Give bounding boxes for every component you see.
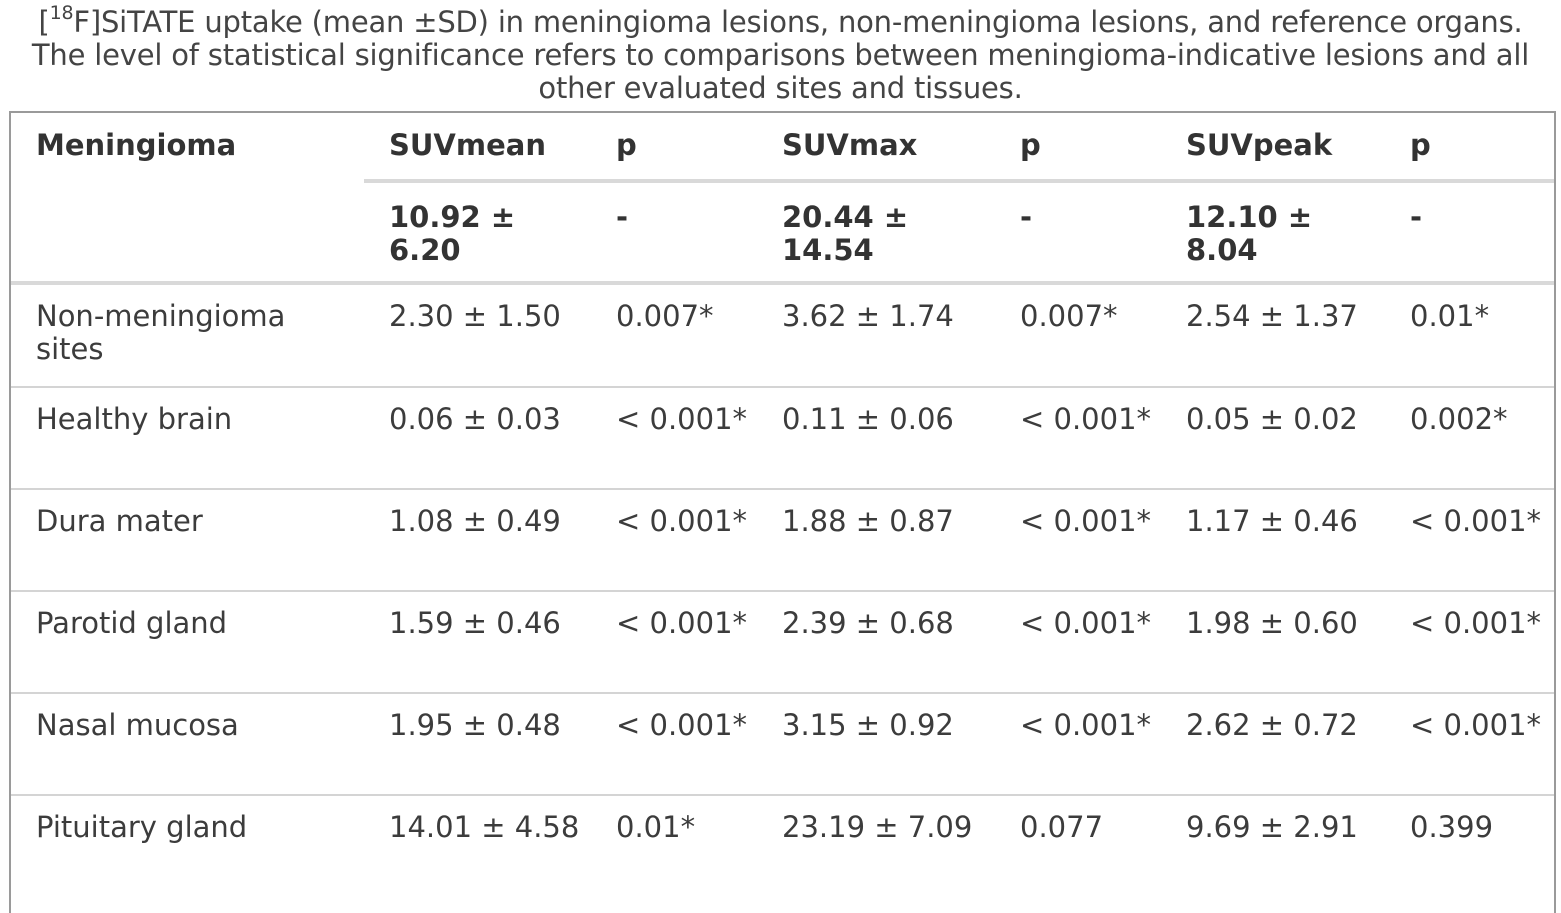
- table-row: Nasal mucosa 1.95 ± 0.48 < 0.001* 3.15 ±…: [11, 692, 1554, 795]
- cell-p-mean: 0.01*: [591, 794, 757, 897]
- header-suvmax: SUVmax: [757, 113, 995, 183]
- table-row: Pituitary gland 14.01 ± 4.58 0.01* 23.19…: [11, 794, 1554, 897]
- caption-line-1: [18F]SiTATE uptake (mean ±SD) in meningi…: [0, 4, 1561, 39]
- header-p-max: p: [995, 113, 1161, 183]
- table-row: Healthy brain 0.06 ± 0.03 < 0.001* 0.11 …: [11, 386, 1554, 489]
- cell-p-mean: < 0.001*: [591, 590, 757, 693]
- cell-p-peak: 0.01*: [1385, 281, 1554, 387]
- cell-p-max: 0.007*: [995, 281, 1161, 387]
- cell-suvpeak: 2.62 ± 0.72: [1161, 692, 1385, 795]
- cell-suvmean: 1.59 ± 0.46: [364, 590, 591, 693]
- table-row: Dura mater 1.08 ± 0.49 < 0.001* 1.88 ± 0…: [11, 488, 1554, 591]
- caption-line-1-text: F]SiTATE uptake (mean ±SD) in meningioma…: [73, 5, 1523, 39]
- header-suvmean: SUVmean: [364, 113, 591, 183]
- row-label: Parotid gland: [11, 590, 364, 693]
- cell-p-peak: < 0.001*: [1385, 692, 1554, 795]
- caption-line-2: The level of statistical significance re…: [31, 38, 1530, 72]
- cell-suvmax: 2.39 ± 0.68: [757, 590, 995, 693]
- cell-suvmean: 0.06 ± 0.03: [364, 386, 591, 489]
- cell-suvmean: 2.30 ± 1.50: [364, 281, 591, 387]
- cell-p-max: < 0.001*: [995, 692, 1161, 795]
- cell-suvmax: 3.15 ± 0.92: [757, 692, 995, 795]
- header-suvpeak: SUVpeak: [1161, 113, 1385, 183]
- cell-p-max: 0.077: [995, 794, 1161, 897]
- cell-suvmean: 14.01 ± 4.58: [364, 794, 591, 897]
- cell-suvmean: 1.08 ± 0.49: [364, 488, 591, 591]
- data-table: Meningioma SUVmean p SUVmax p SUVpeak p …: [11, 113, 1554, 897]
- cell-suvpeak: 2.54 ± 1.37: [1161, 281, 1385, 387]
- row-label: Pituitary gland: [11, 794, 364, 897]
- cell-suvpeak: 9.69 ± 2.91: [1161, 794, 1385, 897]
- cell-p-mean: < 0.001*: [591, 488, 757, 591]
- cell-suvpeak: 1.98 ± 0.60: [1161, 590, 1385, 693]
- caption-superscript: 18: [49, 2, 74, 25]
- cell-p-peak: 0.002*: [1385, 386, 1554, 489]
- cell-p-max: < 0.001*: [995, 386, 1161, 489]
- row-label: Nasal mucosa: [11, 692, 364, 795]
- caption-line-3: other evaluated sites and tissues.: [538, 71, 1023, 105]
- header-p-mean: p: [591, 113, 757, 183]
- cell-p-max: < 0.001*: [995, 590, 1161, 693]
- reference-p-peak: -: [1410, 200, 1423, 234]
- cell-p-mean: < 0.001*: [591, 692, 757, 795]
- reference-suvpeak: 12.10 ± 8.04: [1186, 200, 1313, 267]
- cell-suvmax: 3.62 ± 1.74: [757, 281, 995, 387]
- cell-p-mean: < 0.001*: [591, 386, 757, 489]
- table-row: Non-meningioma sites 2.30 ± 1.50 0.007* …: [11, 281, 1554, 387]
- row-label: Healthy brain: [11, 386, 364, 489]
- cell-suvpeak: 0.05 ± 0.02: [1161, 386, 1385, 489]
- cell-suvmax: 0.11 ± 0.06: [757, 386, 995, 489]
- table-header-row: Meningioma SUVmean p SUVmax p SUVpeak p: [11, 113, 1554, 183]
- caption-bracket: [: [38, 5, 50, 39]
- row-label: Non-meningioma sites: [11, 281, 364, 387]
- cell-p-mean: 0.007*: [591, 281, 757, 387]
- header-meningioma: Meningioma: [36, 128, 237, 162]
- cell-suvpeak: 1.17 ± 0.46: [1161, 488, 1385, 591]
- cell-p-peak: 0.399: [1385, 794, 1554, 897]
- reference-suvmax: 20.44 ± 14.54: [782, 200, 909, 267]
- header-p-peak: p: [1385, 113, 1554, 183]
- data-table-container: Meningioma SUVmean p SUVmax p SUVpeak p …: [9, 111, 1556, 913]
- reference-suvmean: 10.92 ± 6.20: [389, 200, 516, 267]
- reference-p-max: -: [1020, 200, 1033, 234]
- cell-p-max: < 0.001*: [995, 488, 1161, 591]
- table-caption: [18F]SiTATE uptake (mean ±SD) in meningi…: [0, 4, 1561, 105]
- cell-suvmax: 23.19 ± 7.09: [757, 794, 995, 897]
- table-row: Parotid gland 1.59 ± 0.46 < 0.001* 2.39 …: [11, 590, 1554, 693]
- reference-p-mean: -: [616, 200, 629, 234]
- cell-p-peak: < 0.001*: [1385, 590, 1554, 693]
- cell-suvmax: 1.88 ± 0.87: [757, 488, 995, 591]
- cell-p-peak: < 0.001*: [1385, 488, 1554, 591]
- row-label: Dura mater: [11, 488, 364, 591]
- reference-row: 10.92 ± 6.20 - 20.44 ± 14.54 - 12.10 ± 8…: [11, 181, 1554, 283]
- cell-suvmean: 1.95 ± 0.48: [364, 692, 591, 795]
